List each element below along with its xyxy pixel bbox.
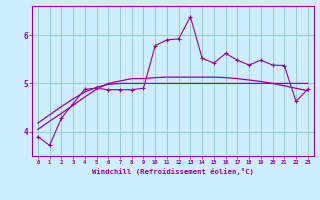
X-axis label: Windchill (Refroidissement éolien,°C): Windchill (Refroidissement éolien,°C) xyxy=(92,168,254,175)
